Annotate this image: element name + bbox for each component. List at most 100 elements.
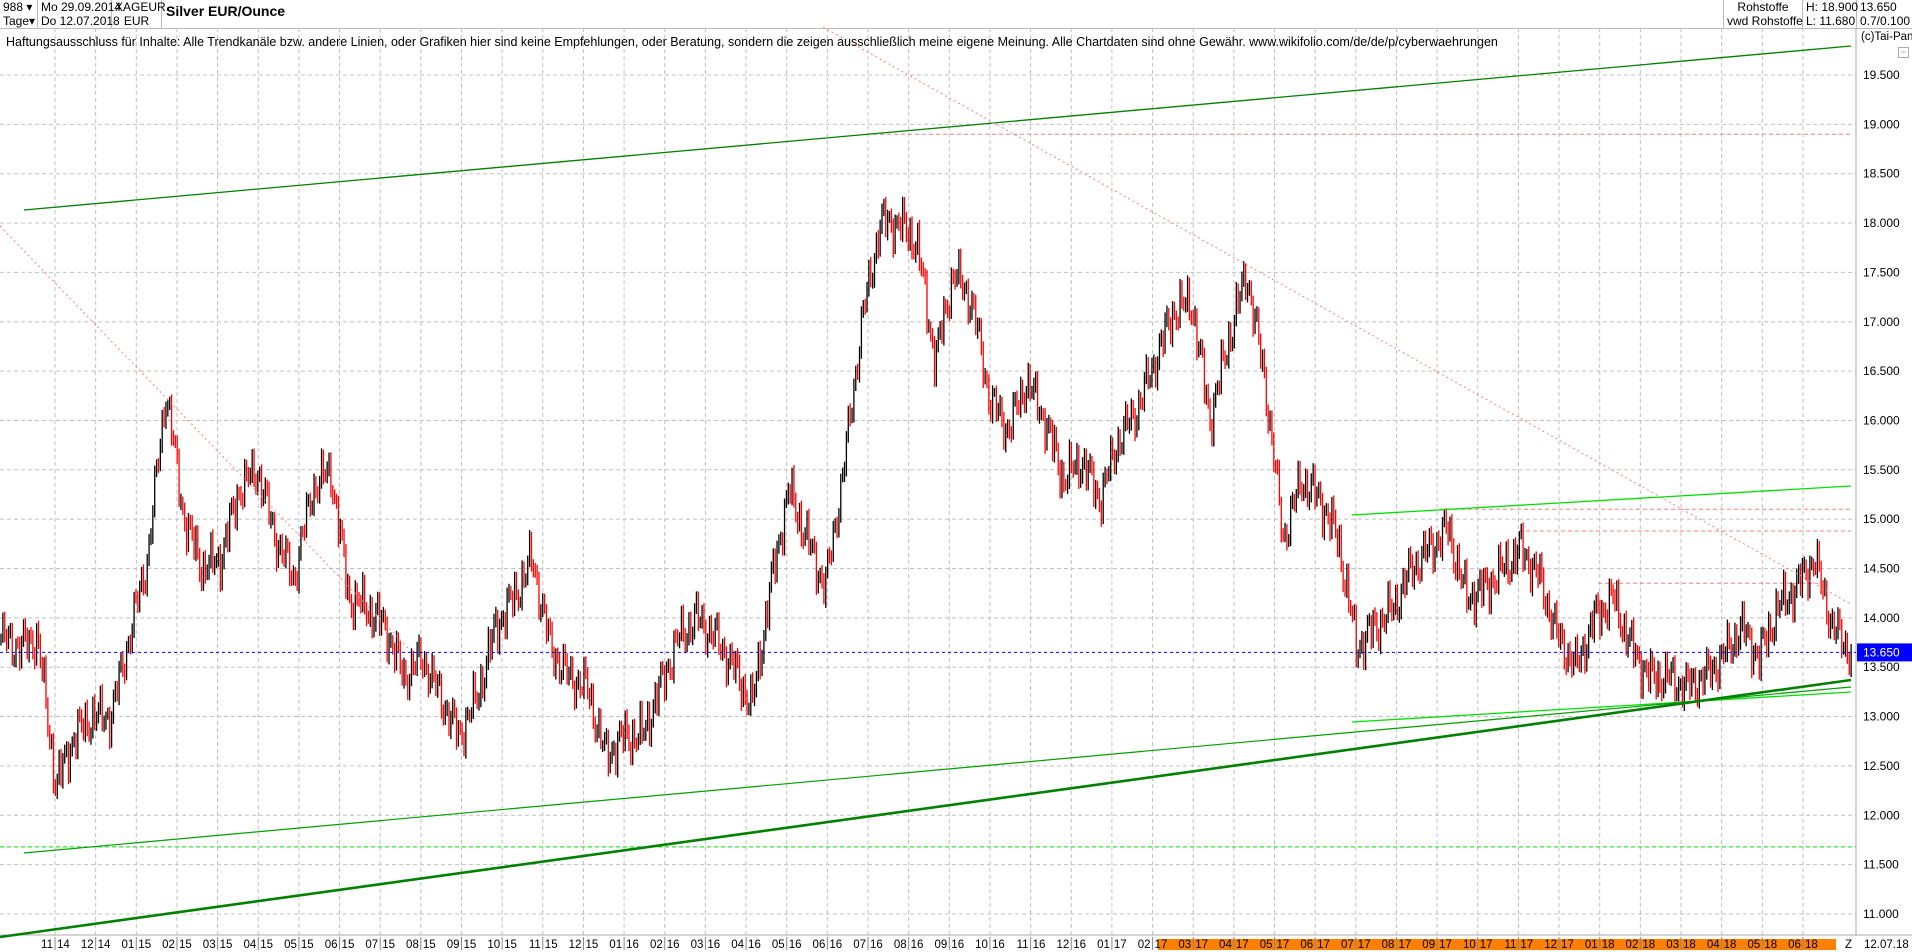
x-tick-year: 18 xyxy=(1683,939,1696,951)
x-tick-label: 05 xyxy=(1260,939,1273,951)
x-tick-label: 03 xyxy=(203,939,216,951)
low-value: L: 11.680 xyxy=(1806,14,1856,28)
x-tick-label: 02 xyxy=(650,939,663,951)
y-tick-label: 11.500 xyxy=(1863,858,1899,872)
x-tick-label: 12 xyxy=(81,939,94,951)
y-tick-label: 16.500 xyxy=(1863,364,1900,378)
x-tick-label: 05 xyxy=(284,939,297,951)
x-tick-label: 02 xyxy=(1626,939,1639,951)
x-tick-year: 16 xyxy=(789,939,802,951)
trend-line-resistance-2015 xyxy=(0,225,411,651)
x-tick-label: 06 xyxy=(1788,939,1801,951)
x-tick-year: 14 xyxy=(57,939,70,951)
x-tick-year: 17 xyxy=(1195,939,1208,951)
date-range[interactable]: Mo 29.09.2014 Do 12.07.2018 xyxy=(38,0,122,28)
support-line-main xyxy=(0,678,1852,939)
y-tick-label: 12.500 xyxy=(1863,759,1900,773)
horizontal-levels xyxy=(0,133,1856,848)
x-tick-year: 15 xyxy=(179,939,192,951)
change-value: 0.7/0.100 xyxy=(1860,14,1911,28)
trend-line-resistance-2016 xyxy=(822,26,1852,605)
x-tick-year: 17 xyxy=(1317,939,1330,951)
y-tick-label: 16.000 xyxy=(1863,413,1900,427)
x-tick-label: 05 xyxy=(1748,939,1761,951)
x-tick-label: 07 xyxy=(853,939,866,951)
dropdown-arrow-icon: ▾ xyxy=(29,14,36,28)
x-tick-year: 15 xyxy=(138,939,151,951)
x-tick-label: 11 xyxy=(529,939,541,951)
currency: EUR xyxy=(123,14,150,28)
x-tick-year: 17 xyxy=(1155,939,1168,951)
x-tick-label: 06 xyxy=(1300,939,1313,951)
x-tick-label: 08 xyxy=(406,939,419,951)
last-value: 13.650 xyxy=(1860,0,1897,14)
x-end-label: 12.07.18 xyxy=(1864,939,1909,951)
x-tick-year: 18 xyxy=(1805,939,1818,951)
x-tick-year: 17 xyxy=(1520,939,1533,951)
z-label: Z xyxy=(1845,939,1852,951)
period-dropdown[interactable]: Tage▾ xyxy=(0,14,37,28)
x-tick-label: 11 xyxy=(41,939,53,951)
x-tick-year: 17 xyxy=(1480,939,1493,951)
x-tick-label: 03 xyxy=(1178,939,1191,951)
x-tick-year: 16 xyxy=(626,939,639,951)
y-tick-label: 13.000 xyxy=(1863,710,1900,724)
date-from[interactable]: Mo 29.09.2014 xyxy=(41,0,122,14)
x-tick-label: 10 xyxy=(975,939,988,951)
x-tick-label: 07 xyxy=(365,939,378,951)
x-tick-year: 16 xyxy=(1033,939,1046,951)
last-price-label: 13.650 xyxy=(1863,645,1900,659)
x-tick-label: 12 xyxy=(1056,939,1069,951)
x-tick-year: 15 xyxy=(260,939,273,951)
x-tick-label: 06 xyxy=(813,939,826,951)
x-tick-label: 08 xyxy=(894,939,907,951)
x-tick-year: 16 xyxy=(707,939,720,951)
x-tick-year: 17 xyxy=(1114,939,1127,951)
x-tick-label: 02 xyxy=(162,939,175,951)
x-tick-label: 11 xyxy=(1504,939,1516,951)
x-tick-label: 09 xyxy=(1422,939,1435,951)
x-tick-year: 16 xyxy=(667,939,680,951)
x-tick-label: 04 xyxy=(731,939,744,951)
date-to[interactable]: Do 12.07.2018 xyxy=(41,14,120,28)
x-tick-year: 17 xyxy=(1398,939,1411,951)
category: Rohstoffe xyxy=(1737,0,1789,14)
y-tick-label: 14.000 xyxy=(1863,611,1900,625)
x-tick-year: 15 xyxy=(545,939,558,951)
high-low-box: H: 18.900 L: 11.680 xyxy=(1803,0,1858,28)
x-tick-label: 02 xyxy=(1138,939,1151,951)
x-tick-year: 16 xyxy=(829,939,842,951)
x-tick-year: 17 xyxy=(1561,939,1574,951)
trend-line-upper xyxy=(23,45,1852,211)
z-period-band xyxy=(1158,939,1836,950)
x-tick-label: 10 xyxy=(487,939,500,951)
bar-settings[interactable]: 988 ▾ Tage▾ xyxy=(0,0,38,28)
x-tick-label: 01 xyxy=(122,939,135,951)
y-tick-label: 11.000 xyxy=(1863,907,1899,921)
x-tick-year: 15 xyxy=(585,939,598,951)
x-tick-label: 09 xyxy=(935,939,948,951)
y-tick-label: 13.500 xyxy=(1863,660,1900,674)
y-tick-label: 12.000 xyxy=(1863,808,1900,822)
x-tick-year: 15 xyxy=(220,939,233,951)
x-tick-year: 16 xyxy=(992,939,1005,951)
x-tick-label: 08 xyxy=(1382,939,1395,951)
y-tick-label: 15.000 xyxy=(1863,512,1900,526)
trend-lines xyxy=(0,26,1852,939)
dropdown-arrow-icon: ▾ xyxy=(26,0,33,14)
x-tick-label: 12 xyxy=(1544,939,1557,951)
minimize-icon[interactable]: − xyxy=(1898,47,1909,58)
x-tick-year: 15 xyxy=(301,939,314,951)
channel-line-lower xyxy=(1351,691,1852,723)
symbol: XAGEUR xyxy=(115,0,166,14)
x-tick-year: 18 xyxy=(1724,939,1737,951)
x-tick-year: 16 xyxy=(748,939,761,951)
x-tick-label: 03 xyxy=(691,939,704,951)
disclaimer-text: Haftungsausschluss für Inhalte: Alle Tre… xyxy=(6,35,1498,49)
x-tick-year: 15 xyxy=(504,939,517,951)
y-tick-label: 17.500 xyxy=(1863,265,1900,279)
copyright-text: (c)Tai-Pan xyxy=(1861,31,1912,43)
last-price-tag xyxy=(1857,643,1912,662)
bar-count-dropdown[interactable]: 988 ▾ xyxy=(0,0,37,14)
